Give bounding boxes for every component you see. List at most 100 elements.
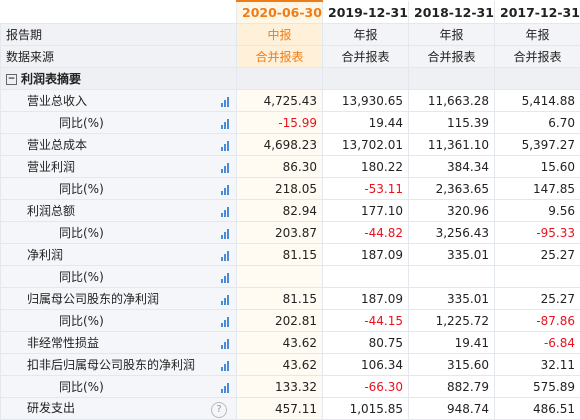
bar-chart-icon[interactable] [221, 294, 229, 305]
value-cell: 11,361.10 [409, 134, 495, 156]
section-header-income-summary[interactable]: −利润表摘要 [1, 68, 580, 90]
bar-chart-icon-bar [221, 235, 223, 239]
row-label-cell: 营业总收入 [1, 90, 237, 112]
row-label-cell: 同比(%) [1, 376, 237, 398]
bar-chart-icon-bar [227, 251, 229, 261]
bar-chart-icon[interactable] [221, 206, 229, 217]
period-header-active[interactable]: 2020-06-30 [237, 1, 323, 24]
row-label: 非经常性损益 [27, 336, 99, 350]
value-cell: 486.51 [495, 398, 580, 420]
bar-chart-icon-bar [221, 103, 223, 107]
value-cell: -66.30 [323, 376, 409, 398]
bar-chart-icon-bar [224, 210, 226, 217]
bar-chart-icon-bar [221, 125, 223, 129]
value-cell: 81.15 [237, 244, 323, 266]
bar-chart-icon-bar [227, 97, 229, 107]
value-cell [323, 266, 409, 288]
bar-chart-icon[interactable] [221, 96, 229, 107]
bar-chart-icon[interactable] [221, 382, 229, 393]
section-title-cell[interactable]: −利润表摘要 [1, 68, 237, 90]
value-cell [409, 266, 495, 288]
row-label-cell: 利润总额 [1, 200, 237, 222]
value-cell: 180.22 [323, 156, 409, 178]
value-cell: 81.15 [237, 288, 323, 310]
value-cell: 19.44 [323, 112, 409, 134]
period-header-row: 2020-06-30 2019-12-31 2018-12-31 2017-12… [1, 1, 580, 24]
value-cell: 147.85 [495, 178, 580, 200]
row-label-cell: 同比(%) [1, 112, 237, 134]
bar-chart-icon-bar [221, 323, 223, 327]
section-spacer [409, 68, 495, 90]
bar-chart-icon-bar [227, 163, 229, 173]
value-cell: 13,702.01 [323, 134, 409, 156]
bar-chart-icon[interactable] [221, 162, 229, 173]
value-cell: 384.34 [409, 156, 495, 178]
report-type-cell: 年报 [323, 24, 409, 46]
value-cell: 177.10 [323, 200, 409, 222]
row-label: 归属母公司股东的净利润 [27, 292, 159, 306]
bar-chart-icon-bar [221, 345, 223, 349]
row-label: 扣非后归属母公司股东的净利润 [27, 358, 195, 372]
row-label: 同比(%) [59, 270, 104, 284]
row-label-cell: 同比(%) [1, 178, 237, 200]
value-cell: -53.11 [323, 178, 409, 200]
bar-chart-icon-bar [227, 383, 229, 393]
bar-chart-icon-bar [224, 320, 226, 327]
bar-chart-icon[interactable] [221, 118, 229, 129]
row-label-cell: 非经常性损益 [1, 332, 237, 354]
bar-chart-icon-bar [221, 213, 223, 217]
bar-chart-icon-bar [227, 141, 229, 151]
bar-chart-icon[interactable] [221, 338, 229, 349]
bar-chart-icon-bar [221, 389, 223, 393]
section-title: 利润表摘要 [21, 72, 81, 86]
value-cell: 218.05 [237, 178, 323, 200]
value-cell: -95.33 [495, 222, 580, 244]
collapse-toggle-icon[interactable]: − [6, 74, 17, 85]
value-cell: 5,397.27 [495, 134, 580, 156]
report-period-row: 报告期 中报 年报 年报 年报 [1, 24, 580, 46]
value-cell: 15.60 [495, 156, 580, 178]
value-cell: 4,725.43 [237, 90, 323, 112]
value-cell: 1,225.72 [409, 310, 495, 332]
data-source-row: 数据来源 合并报表 合并报表 合并报表 合并报表 [1, 46, 580, 68]
row-label: 净利润 [27, 248, 63, 262]
row-label-cell: 归属母公司股东的净利润 [1, 288, 237, 310]
bar-chart-icon-bar [227, 339, 229, 349]
bar-chart-icon[interactable] [221, 250, 229, 261]
value-cell: 203.87 [237, 222, 323, 244]
period-header[interactable]: 2018-12-31 [409, 1, 495, 24]
bar-chart-icon-bar [221, 279, 223, 283]
value-cell: 106.34 [323, 354, 409, 376]
bar-chart-icon-bar [224, 144, 226, 151]
period-header[interactable]: 2019-12-31 [323, 1, 409, 24]
help-icon[interactable]: ? [211, 402, 227, 418]
bar-chart-icon[interactable] [221, 184, 229, 195]
report-type-cell: 年报 [409, 24, 495, 46]
value-cell: 187.09 [323, 288, 409, 310]
bar-chart-icon[interactable] [221, 316, 229, 327]
bar-chart-icon[interactable] [221, 360, 229, 371]
bar-chart-icon-bar [221, 301, 223, 305]
value-cell: 4,698.23 [237, 134, 323, 156]
period-header[interactable]: 2017-12-31 [495, 1, 580, 24]
bar-chart-icon[interactable] [221, 228, 229, 239]
value-cell: 457.11 [237, 398, 323, 420]
bar-chart-icon-bar [224, 298, 226, 305]
row-label-cell: 同比(%) [1, 266, 237, 288]
bar-chart-icon-bar [227, 361, 229, 371]
value-cell: -6.84 [495, 332, 580, 354]
row-label: 报告期 [1, 24, 237, 46]
bar-chart-icon-bar [224, 364, 226, 371]
value-cell: 13,930.65 [323, 90, 409, 112]
bar-chart-icon[interactable] [221, 140, 229, 151]
row-label-cell: 营业总成本 [1, 134, 237, 156]
bar-chart-icon[interactable] [221, 272, 229, 283]
bar-chart-icon-bar [224, 166, 226, 173]
value-cell: 335.01 [409, 244, 495, 266]
